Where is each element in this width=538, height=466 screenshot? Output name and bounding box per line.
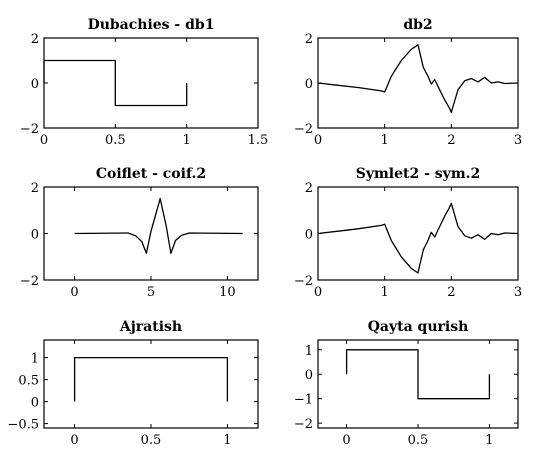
y-tick-label: −1 (294, 393, 313, 408)
y-tick-label: −0.5 (7, 418, 39, 433)
subplot-5: Ajratish 0 0.5 1 −0.5 0 0.5 1 (7, 319, 259, 448)
x-tick-label: 3 (514, 133, 522, 148)
subplot-6: Qayta qurish 0 0.5 1 −2 −1 0 1 (294, 319, 519, 448)
axes-box (43, 37, 259, 129)
x-tick-label: 0 (40, 133, 48, 148)
y-tick-label: 1 (305, 344, 313, 359)
y-tick-label: 0 (305, 77, 313, 92)
x-tick-label: 0 (342, 433, 350, 448)
subplot-3: Coiflet - coif.2 0 5 10 −2 0 2 (20, 166, 259, 300)
y-tick-label: 2 (305, 181, 313, 196)
series-line-1 (345, 349, 491, 400)
x-tick-label: 2 (447, 133, 455, 148)
x-tick-label: 10 (219, 285, 236, 300)
y-tick-label: 2 (305, 32, 313, 47)
subplot-title: Qayta qurish (368, 319, 469, 335)
subplot-4: Symlet2 - sym.20 1 2 3−202 (294, 166, 522, 300)
series-line-1 (73, 356, 229, 402)
y-tick-label: −2 (294, 274, 313, 289)
y-tick-label: 0 (31, 396, 39, 411)
x-tick-label: 0.5 (408, 433, 429, 448)
y-tick-label: 2 (31, 32, 39, 47)
y-tick-label: 0 (305, 368, 313, 383)
y-tick-label: 0 (31, 228, 39, 243)
series-line-1 (43, 59, 188, 107)
axes-box (317, 37, 519, 129)
y-tick-label: −2 (294, 122, 313, 137)
y-tick-label: 0 (305, 228, 313, 243)
x-tick-label: 0 (314, 285, 322, 300)
y-tick-label: −2 (294, 417, 313, 432)
subplot-title: Symlet2 - sym.2 (356, 166, 481, 182)
subplot-title: Coiflet - coif.2 (96, 166, 206, 182)
x-tick-label: 0 (314, 133, 322, 148)
x-tick-label: 1 (183, 133, 191, 148)
axes-box (43, 339, 259, 429)
subplot-title: Ajratish (119, 319, 182, 335)
y-tick-label: −2 (20, 122, 39, 137)
axes-box (317, 186, 519, 281)
subplot-title: db2 (403, 17, 432, 33)
x-tick-label: 3 (514, 285, 522, 300)
y-tick-label: 0 (31, 77, 39, 92)
y-tick-label: 1 (31, 352, 39, 367)
x-tick-label: 0 (70, 285, 78, 300)
x-tick-label: 2 (447, 285, 455, 300)
x-tick-label: 1 (381, 285, 389, 300)
x-tick-label: 0 (70, 433, 78, 448)
series-line-1 (317, 44, 519, 113)
series-line-1 (317, 202, 519, 274)
x-tick-label: 0.5 (105, 133, 126, 148)
subplot-title: Dubachies - db1 (88, 17, 215, 33)
x-tick-label: 1 (381, 133, 389, 148)
x-tick-label: 1.5 (248, 133, 269, 148)
x-tick-label: 1 (485, 433, 493, 448)
y-tick-label: 2 (31, 181, 39, 196)
y-tick-label: 0.5 (18, 374, 39, 389)
series-line-1 (74, 197, 243, 254)
x-tick-label: 1 (223, 433, 231, 448)
x-tick-label: 5 (147, 285, 155, 300)
x-tick-label: 0.5 (141, 433, 162, 448)
y-tick-label: −2 (20, 274, 39, 289)
